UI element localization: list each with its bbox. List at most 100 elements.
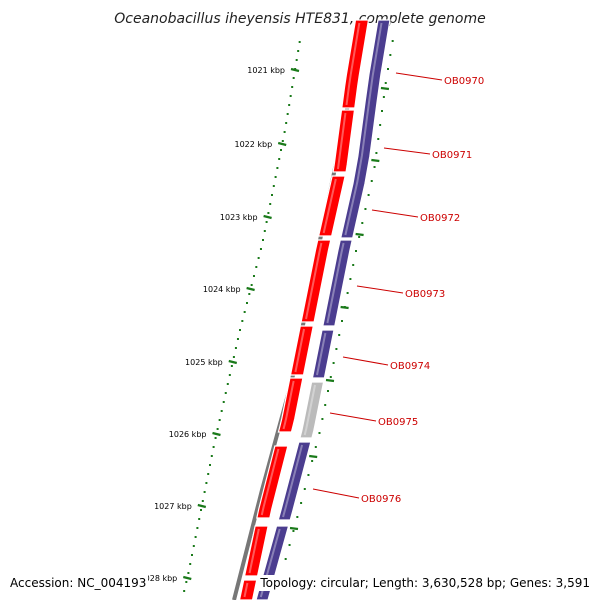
reverse-gene-arrow	[322, 239, 353, 327]
scale-dot	[245, 302, 248, 304]
gene-leader-line	[383, 147, 431, 155]
scale-tick-label: 1024 kbp	[203, 285, 241, 294]
forward-gene-arrow	[256, 445, 289, 519]
forward-gene-arrow-shine	[322, 178, 337, 234]
scale-dot	[192, 545, 195, 547]
accession-text: Accession: NC_004193	[8, 575, 149, 591]
strand-dot	[355, 250, 357, 252]
strand-dot	[327, 390, 329, 392]
scale-tick-label: 028 kbp	[145, 574, 178, 583]
strand-tick	[371, 158, 380, 163]
reverse-gene-arrow-shine	[326, 242, 345, 324]
scale-dot	[183, 590, 186, 592]
gene-label: OB0970	[444, 76, 484, 87]
scale-tick	[212, 431, 221, 437]
scale-dot	[255, 266, 258, 268]
scale-dot	[236, 338, 239, 340]
strand-dot	[373, 166, 376, 168]
scale-dot	[228, 374, 231, 376]
reverse-gene-arrow-shine	[316, 332, 327, 376]
scale-dot	[239, 329, 241, 331]
strand-tick	[309, 454, 318, 459]
scale-tick-label: 1027 kbp	[154, 502, 192, 511]
strand-dot	[288, 544, 291, 546]
forward-gene-arrow	[243, 525, 269, 577]
scale-dot	[297, 50, 300, 52]
scale-tick-label: 1025 kbp	[185, 358, 223, 367]
scale-dot	[292, 77, 295, 79]
forward-gene-arrow	[341, 19, 370, 109]
scale-dot	[187, 572, 190, 574]
gene-track	[238, 19, 394, 600]
unknown-gene-arrow	[299, 381, 325, 439]
reverse-gene-arrow-shine	[344, 22, 383, 236]
scale-dot	[288, 104, 291, 106]
forward-gene-arrow	[332, 109, 356, 173]
strand-dot	[284, 558, 287, 560]
scale-dot	[274, 176, 277, 178]
genome-title: Oceanobacillus iheyensis HTE831, complet…	[114, 11, 485, 27]
scale-dot	[196, 527, 199, 529]
strand-dot	[352, 264, 355, 266]
gene-label: OB0973	[405, 289, 445, 300]
strand-dot	[341, 320, 343, 322]
strand-dot	[311, 460, 314, 462]
scale-dot	[276, 167, 279, 169]
scale-dot	[252, 275, 255, 277]
strand-dot	[314, 446, 317, 448]
reverse-gene-arrow	[277, 441, 312, 521]
reverse-gene-arrow	[339, 19, 391, 239]
scale-dot	[250, 284, 253, 286]
strand-dot	[364, 208, 367, 210]
strand-dot	[335, 348, 338, 350]
scale-dot	[278, 158, 281, 160]
strand-dot	[379, 124, 382, 126]
scale-tick	[197, 503, 207, 509]
scale-dot	[191, 554, 193, 556]
strand-dot	[307, 474, 310, 476]
forward-gene-arrow-shine	[243, 582, 249, 598]
scale-dot	[210, 455, 213, 457]
scale-dot	[232, 356, 235, 358]
scale-dot	[234, 347, 237, 349]
strand-dot	[292, 530, 295, 532]
scale-dot	[241, 320, 244, 322]
scale-dot	[214, 437, 217, 439]
scale-dot	[226, 383, 229, 385]
scale-tick-label: 1023 kbp	[220, 213, 258, 222]
scale-dot	[220, 410, 223, 412]
strand-dot	[349, 278, 352, 280]
scale-dot	[289, 95, 292, 97]
forward-gene-arrow-shine	[294, 328, 306, 373]
scale-dot	[265, 221, 268, 223]
scale-dot	[224, 392, 227, 394]
scale-dot	[205, 482, 208, 484]
gene-label: OB0975	[378, 417, 418, 428]
gene-leader-line	[395, 72, 443, 81]
gene-leader-line	[356, 285, 404, 294]
gene-leader-line	[371, 209, 419, 218]
gene-labels: OB0970 OB0971 OB0972 OB0973 OB0974 OB0975 OB09…	[312, 72, 484, 505]
gene-label: OB0971	[432, 150, 472, 161]
strand-dot	[377, 138, 380, 140]
topology-text: Topology: circular; Length: 3,630,528 bp…	[258, 575, 592, 591]
scale-tick-label: 1021 kbp	[247, 66, 285, 75]
reverse-gene-arrow-shine	[282, 444, 304, 518]
gene-label: OB0976	[361, 494, 401, 505]
forward-gene-arrow	[317, 175, 346, 237]
strand-dot	[346, 292, 349, 294]
scale-dot	[262, 239, 264, 241]
strand-dot	[384, 82, 387, 84]
strand-dot	[296, 516, 299, 518]
scale-dot	[230, 365, 233, 367]
strand-dot	[382, 96, 385, 98]
strand-dot	[303, 488, 306, 490]
scale-dot	[212, 446, 215, 448]
strand-dot	[324, 404, 327, 406]
forward-gene-arrow	[238, 579, 258, 600]
gene-leader-line	[312, 488, 360, 499]
forward-gene-arrow	[277, 377, 304, 433]
strand-dot	[358, 236, 361, 238]
scale-dot	[283, 131, 286, 133]
